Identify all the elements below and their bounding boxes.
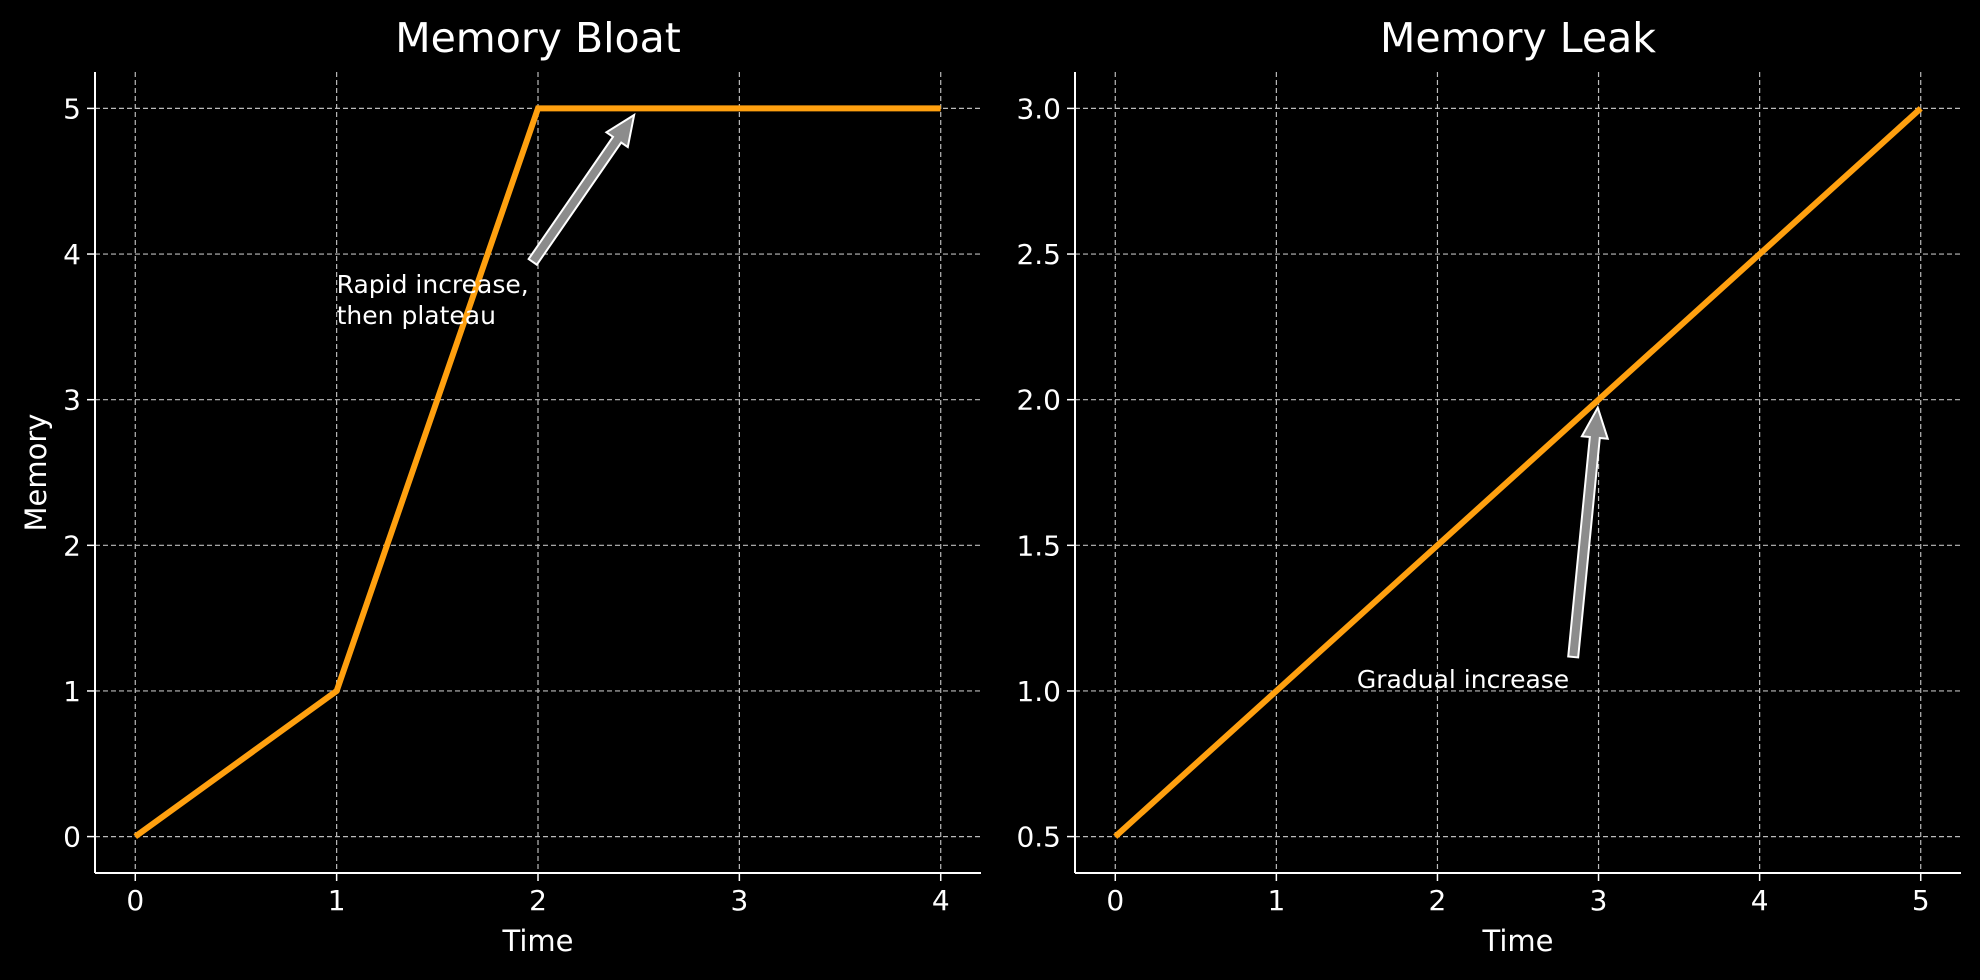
x-tick-label: 3 xyxy=(730,884,748,917)
subplot: Memory Leak 0 1 2 3 4 5 0.5 1.0 1.5 2.0 2.5 3.0 Time G… xyxy=(1016,14,1961,958)
annotation-arrow xyxy=(527,112,636,267)
x-tick-label: 4 xyxy=(932,884,950,917)
x-tick-label: 2 xyxy=(1429,884,1447,917)
y-tick-label: 1.0 xyxy=(1016,675,1061,708)
x-tick-label: 2 xyxy=(529,884,547,917)
annotation: Rapid increase,then plateau xyxy=(337,112,636,330)
y-tick-label: 2.5 xyxy=(1016,238,1061,271)
x-tick-label: 4 xyxy=(1751,884,1769,917)
chart-title: Memory Leak xyxy=(1380,14,1656,62)
x-tick-label: 0 xyxy=(1106,884,1124,917)
x-tick-label: 3 xyxy=(1590,884,1608,917)
subplot: Memory Bloat 0 1 2 3 4 0 1 2 3 4 5 Time Memory Rapid i… xyxy=(19,14,981,958)
annotation-text: Rapid increase, xyxy=(337,270,529,299)
y-tick-label: 2 xyxy=(63,529,81,562)
x-tick-label: 5 xyxy=(1912,884,1930,917)
chart-title: Memory Bloat xyxy=(395,14,681,62)
annotation-arrow xyxy=(1567,405,1610,659)
data-line xyxy=(1113,106,1923,839)
x-tick-label: 0 xyxy=(126,884,144,917)
y-tick-label: 5 xyxy=(63,92,81,125)
x-tick-label: 1 xyxy=(328,884,346,917)
annotation: Gradual increase xyxy=(1357,405,1610,694)
annotation-text: Gradual increase xyxy=(1357,665,1569,694)
y-tick-label: 4 xyxy=(63,238,81,271)
y-tick-label: 1.5 xyxy=(1016,529,1061,562)
y-tick-label: 0.5 xyxy=(1016,821,1061,854)
y-tick-label: 2.0 xyxy=(1016,384,1061,417)
y-axis-label: Memory xyxy=(19,414,53,532)
x-axis-label: Time xyxy=(502,924,574,958)
y-tick-label: 3.0 xyxy=(1016,92,1061,125)
x-axis-label: Time xyxy=(1482,924,1554,958)
y-tick-label: 3 xyxy=(63,384,81,417)
x-tick-label: 1 xyxy=(1267,884,1285,917)
y-tick-label: 1 xyxy=(63,675,81,708)
data-line xyxy=(133,105,941,840)
annotation-text: then plateau xyxy=(337,301,496,330)
y-tick-label: 0 xyxy=(63,821,81,854)
